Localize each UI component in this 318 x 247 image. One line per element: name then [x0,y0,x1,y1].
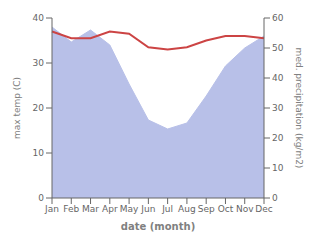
svg-text:60: 60 [272,13,284,23]
svg-text:Dec: Dec [255,204,272,214]
svg-text:20: 20 [33,103,45,113]
svg-text:Feb: Feb [63,204,79,214]
svg-text:Jan: Jan [44,204,59,214]
svg-text:40: 40 [33,13,45,23]
svg-text:Jul: Jul [161,204,173,214]
svg-text:20: 20 [272,133,284,143]
svg-text:date (month): date (month) [121,221,195,232]
svg-text:30: 30 [33,58,45,68]
svg-text:Mar: Mar [82,204,99,214]
svg-text:Aug: Aug [178,204,196,214]
svg-text:10: 10 [33,148,45,158]
svg-text:Sep: Sep [198,204,215,214]
svg-text:0: 0 [38,193,44,203]
svg-text:50: 50 [272,43,284,53]
svg-text:Jun: Jun [140,204,155,214]
svg-text:0: 0 [272,193,278,203]
svg-text:10: 10 [272,163,284,173]
svg-text:May: May [120,204,139,214]
svg-text:40: 40 [272,73,284,83]
svg-text:max temp (C): max temp (C) [12,77,22,139]
svg-text:med. precipitation (kg/m2): med. precipitation (kg/m2) [294,48,304,169]
svg-text:Oct: Oct [218,204,234,214]
svg-text:Apr: Apr [102,204,118,214]
svg-text:Nov: Nov [236,204,254,214]
svg-text:30: 30 [272,103,284,113]
